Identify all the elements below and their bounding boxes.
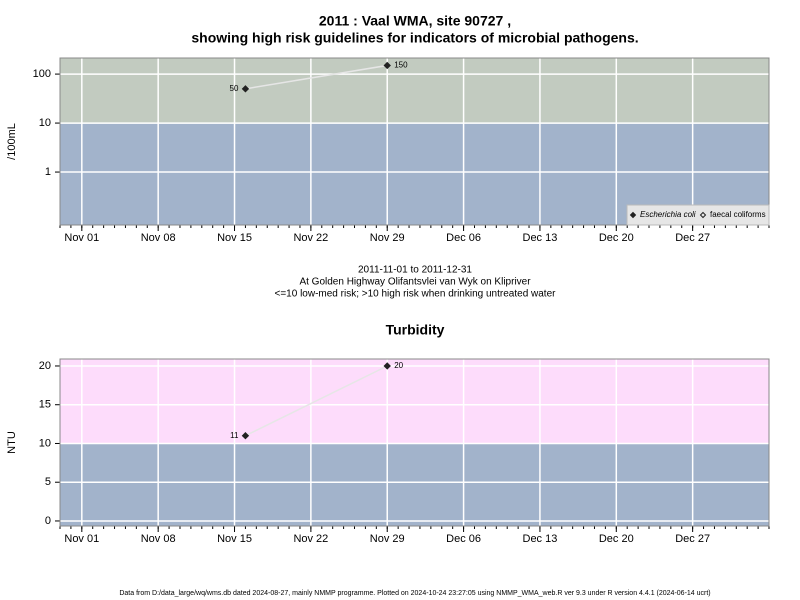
x-tick-label: Nov 15: [217, 533, 252, 545]
y-tick-label: 10: [39, 437, 51, 449]
legend-marker: [629, 211, 637, 219]
plot-frame: [59, 57, 770, 226]
y-tick-label: 10: [39, 117, 51, 129]
y-tick-label: 0: [45, 515, 51, 527]
chart-title: 2011 : Vaal WMA, site 90727 ,: [319, 13, 511, 29]
y-tick-label: 100: [33, 68, 51, 80]
x-tick-label: Dec 20: [599, 533, 634, 545]
legend-label: faecal coliforms: [710, 210, 766, 219]
x-tick-label: Dec 06: [446, 232, 481, 244]
data-label: 50: [230, 84, 239, 93]
caption: At Golden Highway Olifantsvlei van Wyk o…: [299, 277, 531, 288]
high-risk-band: [60, 359, 769, 444]
plot-frame: [59, 358, 770, 527]
low-risk-band: [60, 443, 769, 526]
x-tick-label: Nov 01: [64, 232, 99, 244]
series-line: [245, 365, 388, 437]
y-tick-label: 20: [39, 360, 51, 372]
legend-label: Escherichia coli: [640, 210, 696, 219]
x-tick-label: Dec 13: [523, 533, 558, 545]
data-point: [241, 85, 250, 93]
y-tick-label: 1: [45, 166, 51, 178]
x-tick-label: Nov 08: [141, 533, 176, 545]
data-point: [241, 432, 250, 440]
x-tick-label: Dec 06: [446, 533, 481, 545]
high-risk-band: [60, 58, 769, 124]
x-tick-label: Dec 20: [599, 232, 634, 244]
legend-box: [626, 204, 770, 226]
data-label: 11: [230, 431, 239, 440]
x-tick-label: Nov 08: [141, 232, 176, 244]
x-tick-label: Nov 22: [293, 232, 328, 244]
footer: Data from D:/data_large/wq/wms.db dated …: [119, 590, 710, 597]
x-tick-label: Nov 01: [64, 533, 99, 545]
y-axis-label: NTU: [6, 431, 18, 454]
caption: <=10 low-med risk; >10 high risk when dr…: [275, 289, 557, 300]
y-axis-label: /100mL: [6, 123, 18, 160]
x-tick-label: Nov 15: [217, 232, 252, 244]
chart-title: Turbidity: [386, 322, 445, 338]
x-tick-label: Dec 27: [675, 232, 710, 244]
x-tick-label: Dec 27: [675, 533, 710, 545]
data-label: 20: [394, 361, 403, 370]
x-tick-label: Nov 29: [370, 533, 405, 545]
chart-title: showing high risk guidelines for indicat…: [191, 30, 638, 46]
data-point: [383, 61, 391, 70]
x-tick-label: Dec 13: [523, 232, 558, 244]
data-point: [383, 362, 391, 370]
caption: 2011-11-01 to 2011-12-31: [358, 265, 472, 276]
y-tick-label: 5: [45, 476, 51, 488]
data-label: 150: [394, 61, 408, 70]
x-tick-label: Nov 29: [370, 232, 405, 244]
series-line: [245, 64, 388, 90]
legend-marker: [699, 211, 707, 219]
x-tick-label: Nov 22: [293, 533, 328, 545]
y-tick-label: 15: [39, 399, 51, 411]
